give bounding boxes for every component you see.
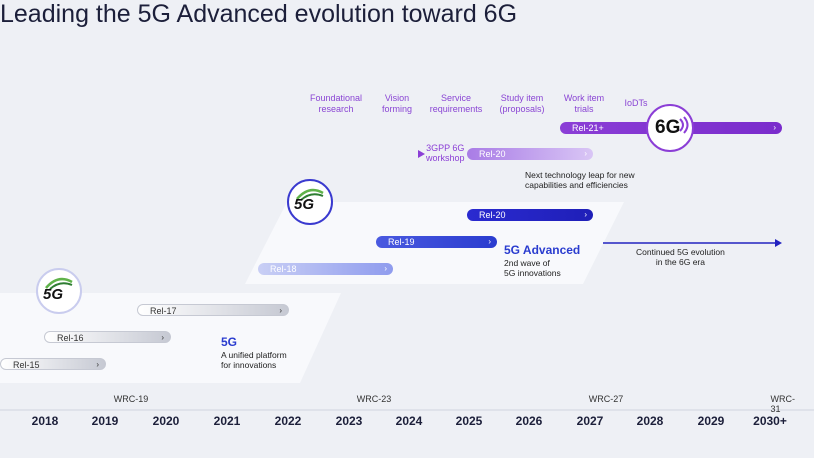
year-label: 2020 (152, 414, 180, 428)
release-rel-15: Rel-15 › (0, 358, 106, 370)
phase-label-line: trials (574, 104, 594, 114)
5g-wave-icon (45, 277, 73, 290)
5g-advanced-logo-badge: 5G (287, 179, 333, 225)
note-line: Next technology leap for new (525, 170, 635, 180)
release-rel-20-5g-advanced: Rel-20 › (467, 209, 593, 221)
note-line: Continued 5G evolution (636, 247, 725, 257)
6g-logo-badge: 6G (646, 104, 694, 152)
workshop-line: 3GPP 6G (426, 143, 465, 153)
phase-label-line: Study item (500, 93, 544, 103)
release-rel-16: Rel-16 › (44, 331, 171, 343)
wrc-label: WRC-23 (356, 394, 392, 404)
5g-description: A unified platform for innovations (221, 350, 287, 370)
note-line: in the 6G era (655, 257, 705, 267)
note-line: for innovations (221, 360, 277, 370)
phase-label-line: Vision (384, 93, 410, 103)
chevron-right-icon: › (96, 360, 99, 369)
chevron-right-icon: › (584, 149, 587, 158)
phase-label-line: (proposals) (499, 104, 545, 114)
year-label: 2022 (274, 414, 302, 428)
note-line: capabilities and efficiencies (525, 180, 628, 190)
year-label: 2018 (31, 414, 59, 428)
workshop-arrowhead (418, 150, 425, 158)
wrc-label: WRC-19 (113, 394, 149, 404)
release-rel-17: Rel-17 › (137, 304, 289, 316)
release-rel-20-6g-study: Rel-20 › (467, 148, 593, 160)
wrc-label: WRC-27 (588, 394, 624, 404)
chevron-right-icon: › (161, 333, 164, 342)
chevron-right-icon: › (384, 264, 387, 273)
release-label: Rel-17 (150, 306, 177, 316)
chevron-right-icon: › (488, 237, 491, 246)
phase-foundational-research: Foundational research (310, 93, 362, 115)
year-label: 2030+ (753, 414, 787, 428)
phase-label-line: research (318, 104, 354, 114)
phase-work-item-trials: Work item trials (564, 93, 604, 115)
5g-advanced-description: 2nd wave of 5G innovations (504, 258, 561, 278)
phase-study-item: Study item (proposals) (499, 93, 544, 115)
year-label: 2024 (395, 414, 423, 428)
year-label: 2029 (697, 414, 725, 428)
year-label: 2021 (213, 414, 241, 428)
chevron-right-icon: › (773, 123, 776, 132)
phase-vision-forming: Vision forming (382, 93, 412, 115)
5g-advanced-heading: 5G Advanced (504, 243, 581, 257)
next-leap-note: Next technology leap for new capabilitie… (525, 170, 635, 190)
phase-service-requirements: Service requirements (430, 93, 483, 115)
chevron-right-icon: › (584, 210, 587, 219)
5g-logo-text: 5G (294, 196, 315, 213)
release-label: Rel-21+ (572, 123, 604, 133)
release-label: Rel-18 (270, 264, 297, 274)
note-line: 5G innovations (504, 268, 561, 278)
release-rel-19: Rel-19 › (376, 236, 497, 248)
6g-wave-icon (679, 116, 689, 134)
phase-label-line: forming (381, 104, 413, 114)
release-label: Rel-20 (479, 210, 506, 220)
5g-logo-badge: 5G (36, 268, 82, 314)
release-label: Rel-16 (57, 333, 84, 343)
release-label: Rel-20 (479, 149, 506, 159)
phase-label-line: Service (440, 93, 471, 103)
5g-logo-text: 5G (43, 286, 64, 303)
year-label: 2026 (515, 414, 543, 428)
release-label: Rel-15 (13, 360, 40, 370)
chevron-right-icon: › (279, 306, 282, 315)
phase-label-line: Foundational (309, 93, 363, 103)
phase-label-line: Work item (563, 93, 605, 103)
page-title: Leading the 5G Advanced evolution toward… (0, 0, 518, 28)
year-label: 2023 (335, 414, 363, 428)
phase-label-line: requirements (429, 104, 483, 114)
note-line: 2nd wave of (504, 258, 550, 268)
phase-label-line: IoDTs (624, 98, 648, 108)
year-label: 2019 (91, 414, 119, 428)
phase-iodts: IoDTs (624, 98, 647, 109)
workshop-line: workshop (426, 153, 465, 163)
year-label: 2025 (455, 414, 483, 428)
note-line: A unified platform (221, 350, 287, 360)
release-label: Rel-19 (388, 237, 415, 247)
continued-evolution-arrowhead (775, 239, 782, 247)
continued-evolution-note: Continued 5G evolution in the 6G era (636, 247, 725, 267)
wrc-label: WRC-31 (770, 394, 796, 414)
release-rel-18: Rel-18 › (258, 263, 393, 275)
year-label: 2028 (636, 414, 664, 428)
year-label: 2027 (576, 414, 604, 428)
workshop-label: 3GPP 6G workshop (426, 143, 465, 163)
6g-logo-text: 6G (655, 117, 681, 138)
5g-wave-icon (296, 188, 324, 201)
5g-heading: 5G (221, 335, 238, 349)
